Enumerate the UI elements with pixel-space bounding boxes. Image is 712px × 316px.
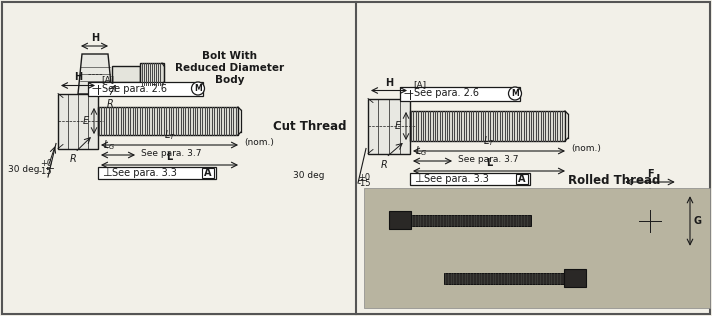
Text: H: H: [74, 72, 82, 82]
Bar: [368, 99, 410, 154]
Text: +0: +0: [358, 173, 370, 181]
Text: -15: -15: [358, 179, 372, 189]
FancyBboxPatch shape: [410, 173, 530, 185]
Bar: [140, 63, 164, 85]
Text: $L_T$: $L_T$: [164, 128, 175, 142]
Text: 30 deg: 30 deg: [8, 165, 39, 173]
Text: L: L: [167, 152, 172, 162]
Text: $L_G$: $L_G$: [103, 138, 115, 152]
Text: (nom.): (nom.): [571, 144, 601, 154]
Text: -15: -15: [38, 167, 52, 177]
Text: $L_T$: $L_T$: [483, 134, 495, 148]
Text: +0: +0: [40, 160, 52, 168]
Text: A: A: [518, 174, 525, 184]
Text: See para. 3.3: See para. 3.3: [112, 168, 177, 178]
Text: M: M: [194, 84, 202, 93]
Bar: [411, 215, 531, 226]
Bar: [410, 111, 565, 141]
Bar: [389, 211, 411, 229]
Text: G: G: [694, 216, 702, 226]
Circle shape: [192, 82, 204, 95]
Text: E: E: [83, 116, 89, 126]
FancyBboxPatch shape: [202, 168, 214, 178]
Bar: [444, 272, 564, 283]
Text: R: R: [70, 155, 76, 165]
Circle shape: [508, 87, 521, 100]
Bar: [564, 269, 586, 287]
Bar: [112, 66, 140, 82]
Text: M: M: [511, 89, 519, 98]
Text: 30 deg: 30 deg: [293, 171, 325, 179]
Text: H: H: [385, 77, 393, 88]
Polygon shape: [78, 54, 112, 94]
Text: ⊥: ⊥: [414, 174, 424, 184]
Text: A: A: [204, 168, 211, 178]
Text: F: F: [646, 169, 654, 179]
Text: Bolt With
Reduced Diameter
Body: Bolt With Reduced Diameter Body: [175, 52, 285, 85]
Text: E: E: [395, 121, 401, 131]
Bar: [58, 94, 98, 149]
Text: [A]: [A]: [413, 81, 426, 89]
Text: —: —: [404, 88, 414, 99]
FancyBboxPatch shape: [516, 174, 528, 184]
Text: R: R: [107, 99, 114, 109]
Text: R: R: [381, 160, 387, 169]
Polygon shape: [622, 189, 678, 253]
Bar: [98, 107, 238, 135]
Text: ⊥: ⊥: [102, 168, 112, 178]
Bar: [364, 188, 710, 308]
Text: [A]: [A]: [101, 76, 114, 84]
Text: See para. 2.6: See para. 2.6: [414, 88, 479, 99]
Text: See para. 3.7: See para. 3.7: [141, 149, 201, 157]
Text: —: —: [92, 83, 102, 94]
FancyBboxPatch shape: [400, 87, 520, 100]
FancyBboxPatch shape: [98, 167, 216, 179]
Text: (nom.): (nom.): [244, 138, 274, 148]
Text: See para. 3.7: See para. 3.7: [458, 155, 518, 163]
Text: $L_G$: $L_G$: [415, 144, 427, 158]
FancyBboxPatch shape: [88, 82, 203, 95]
Text: See para. 2.6: See para. 2.6: [102, 83, 167, 94]
Text: See para. 3.3: See para. 3.3: [424, 174, 489, 184]
Text: Rolled Thread: Rolled Thread: [567, 174, 660, 187]
Text: L: L: [486, 158, 492, 168]
Text: H: H: [91, 33, 99, 43]
Text: Cut Thread: Cut Thread: [273, 119, 347, 132]
